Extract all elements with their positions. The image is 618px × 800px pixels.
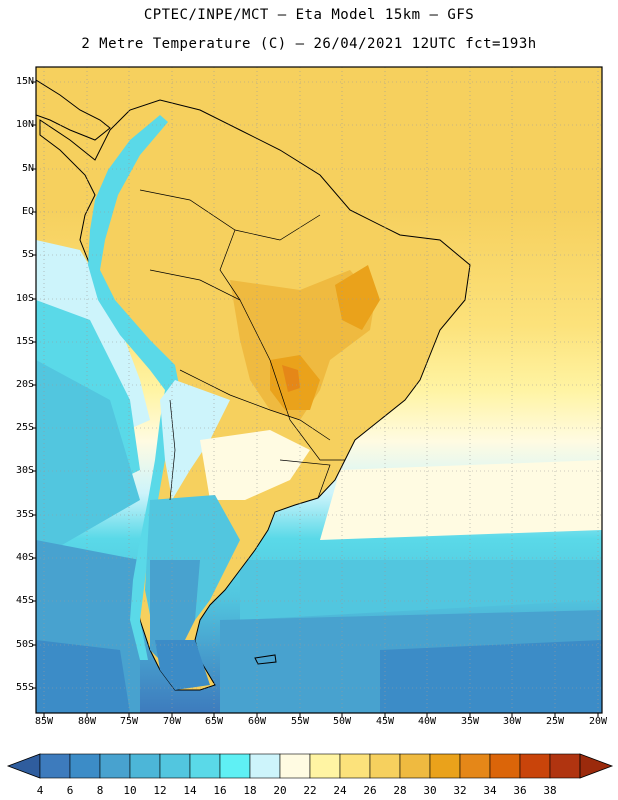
colorbar-label: 18	[243, 784, 257, 797]
lon-label: 65W	[204, 716, 224, 727]
falkland-islands	[254, 654, 277, 665]
colorbar-cells	[39, 753, 581, 779]
map-frame	[35, 66, 603, 714]
colorbar-label: 24	[333, 784, 347, 797]
colorbar-cell	[399, 753, 431, 779]
lat-label: 35S	[15, 509, 34, 520]
lat-label: 5S	[21, 249, 34, 260]
lon-label: 80W	[77, 716, 97, 727]
colorbar-label: 28	[393, 784, 407, 797]
colorbar-cell	[429, 753, 461, 779]
lon-label: 70W	[162, 716, 182, 727]
colorbar-low-arrow	[6, 753, 41, 779]
lat-label: 50S	[15, 639, 34, 650]
hottest-spot	[282, 365, 300, 392]
lon-label: 45W	[375, 716, 395, 727]
colorbar-cell	[549, 753, 581, 779]
tierra-del-fuego-cold	[155, 640, 210, 690]
south-atlantic-cool	[240, 560, 602, 620]
colorbar-label: 4	[36, 784, 44, 797]
lon-label: 30W	[502, 716, 522, 727]
colorbar-label: 14	[183, 784, 197, 797]
axis-ticks	[32, 81, 599, 717]
colorbar-label: 12	[153, 784, 167, 797]
lat-label: 10N	[15, 119, 34, 130]
colorbar-cell	[189, 753, 221, 779]
hot-northeast	[335, 265, 380, 330]
colorbar-cell	[129, 753, 161, 779]
lat-label: EQ	[21, 206, 34, 217]
south-atlantic-colder	[380, 640, 602, 713]
lon-label: 50W	[332, 716, 352, 727]
colorbar-cell	[309, 753, 341, 779]
lon-label: 60W	[247, 716, 267, 727]
lat-label: 5N	[21, 163, 34, 174]
colorbar-high-arrow	[579, 753, 614, 779]
colorbar-cell	[159, 753, 191, 779]
central-america-land	[36, 79, 111, 141]
atlantic-mild-band	[320, 460, 602, 540]
colorbar-label: 22	[303, 784, 317, 797]
lat-label: 20S	[15, 379, 34, 390]
colorbar-label: 34	[483, 784, 497, 797]
colorbar-label: 20	[273, 784, 287, 797]
colorbar-label: 26	[363, 784, 377, 797]
colorbar-label: 10	[123, 784, 137, 797]
colorbar-cell	[69, 753, 101, 779]
colorbar-label: 36	[513, 784, 527, 797]
lon-label: 75W	[119, 716, 139, 727]
country-borders	[139, 189, 345, 501]
colorbar-cell	[459, 753, 491, 779]
colorbar-cell	[39, 753, 71, 779]
south-pacific-colder	[36, 640, 130, 713]
title-line-1: CPTEC/INPE/MCT – Eta Model 15km – GFS	[143, 7, 475, 23]
colorbar-label: 16	[213, 784, 227, 797]
colorbar-label: 30	[423, 784, 437, 797]
lat-label: 15N	[15, 76, 34, 87]
colorbar-cell	[519, 753, 551, 779]
colorbar	[6, 753, 614, 779]
lon-label: 55W	[290, 716, 310, 727]
lon-label: 85W	[34, 716, 54, 727]
colorbar-cell	[339, 753, 371, 779]
colorbar-label: 6	[66, 784, 74, 797]
title-line-2: 2 Metre Temperature (C) – 26/04/2021 12U…	[81, 36, 537, 52]
colorbar-cell	[279, 753, 311, 779]
andes-foothills-mild	[160, 380, 230, 500]
lon-label: 20W	[588, 716, 608, 727]
lat-label: 10S	[15, 293, 34, 304]
colorbar-label: 8	[96, 784, 104, 797]
colorbar-cell	[219, 753, 251, 779]
colorbar-label: 38	[543, 784, 557, 797]
lat-label: 30S	[15, 465, 34, 476]
pacific-colder-band	[36, 360, 140, 560]
lat-label: 45S	[15, 595, 34, 606]
lon-label: 35W	[460, 716, 480, 727]
lat-label: 15S	[15, 336, 34, 347]
pampas-mild	[200, 430, 310, 500]
map-area	[36, 67, 602, 713]
lat-label: 25S	[15, 422, 34, 433]
lon-label: 40W	[417, 716, 437, 727]
warm-interior	[230, 270, 375, 420]
colorbar-cell	[249, 753, 281, 779]
lon-label: 25W	[545, 716, 565, 727]
colorbar-cell	[369, 753, 401, 779]
lat-label: 40S	[15, 552, 34, 563]
colorbar-label: 32	[453, 784, 467, 797]
lat-label: 55S	[15, 682, 34, 693]
colorbar-cell	[489, 753, 521, 779]
colorbar-cell	[99, 753, 131, 779]
